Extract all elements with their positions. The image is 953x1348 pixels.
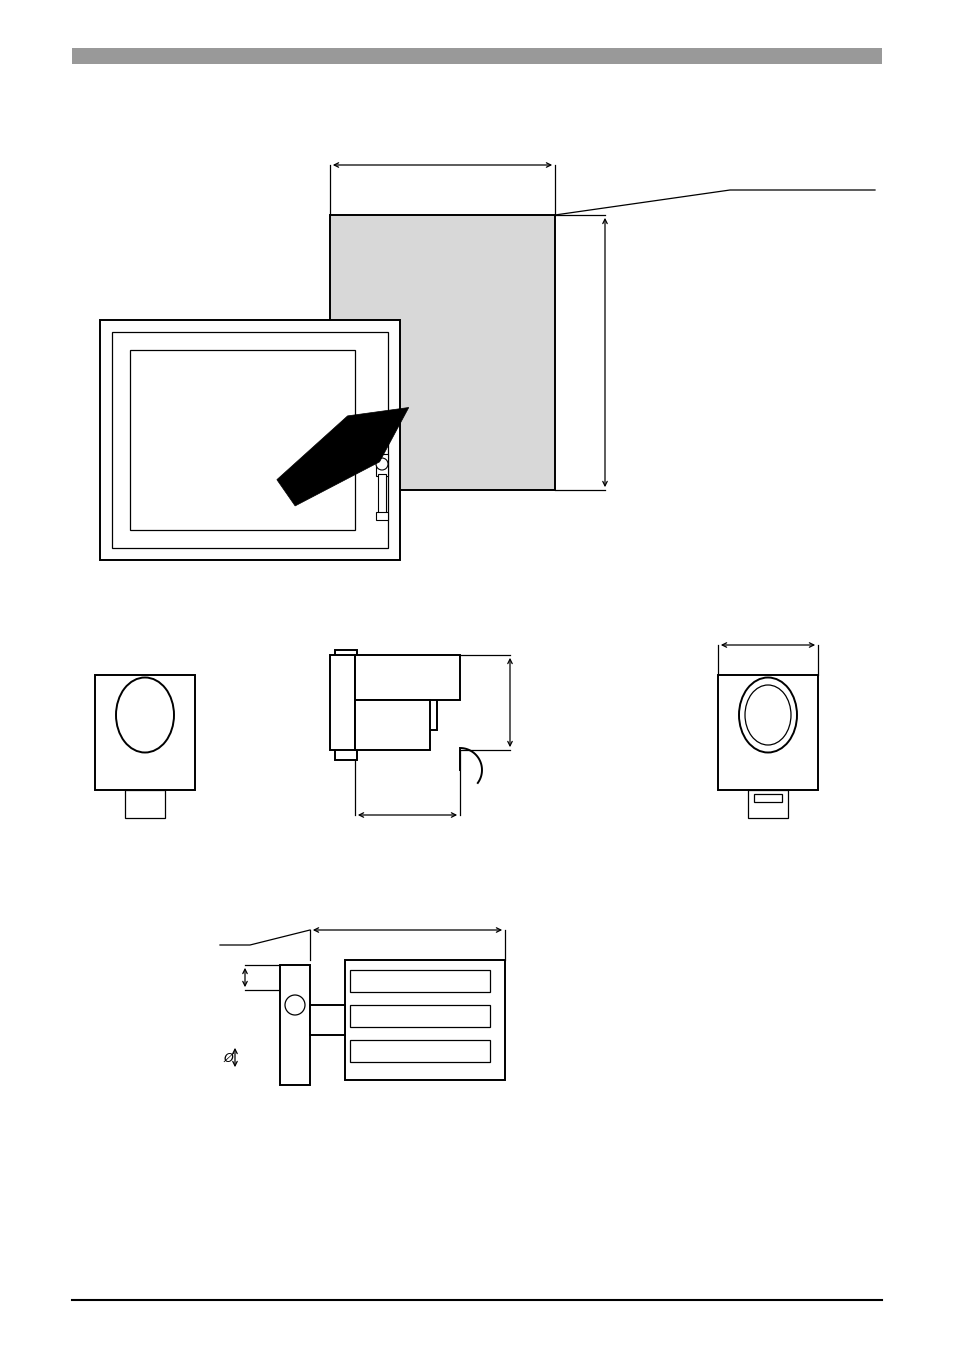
Polygon shape — [276, 407, 408, 506]
Bar — [335, 650, 356, 760]
Text: Ø: Ø — [223, 1051, 233, 1065]
Circle shape — [285, 995, 305, 1015]
Bar — [355, 700, 430, 749]
Ellipse shape — [744, 685, 790, 745]
Bar — [345, 960, 504, 1080]
Ellipse shape — [116, 678, 173, 752]
Bar — [350, 971, 490, 992]
Bar — [112, 332, 388, 549]
Bar — [356, 675, 436, 731]
Bar — [130, 350, 355, 530]
Bar — [350, 1006, 490, 1027]
Bar — [718, 675, 817, 790]
Bar — [125, 790, 165, 818]
Bar — [375, 512, 388, 520]
Ellipse shape — [739, 678, 796, 752]
Bar — [100, 319, 399, 559]
Bar — [330, 214, 555, 491]
Bar — [753, 794, 781, 802]
Bar — [95, 675, 194, 790]
Bar — [350, 1041, 490, 1062]
Bar — [71, 49, 882, 63]
Circle shape — [375, 458, 388, 470]
Bar — [330, 655, 355, 749]
Bar — [375, 454, 388, 476]
Bar — [747, 790, 787, 818]
Bar — [280, 965, 310, 1085]
Bar — [310, 1006, 345, 1035]
Bar — [377, 474, 386, 514]
Bar — [355, 655, 459, 700]
